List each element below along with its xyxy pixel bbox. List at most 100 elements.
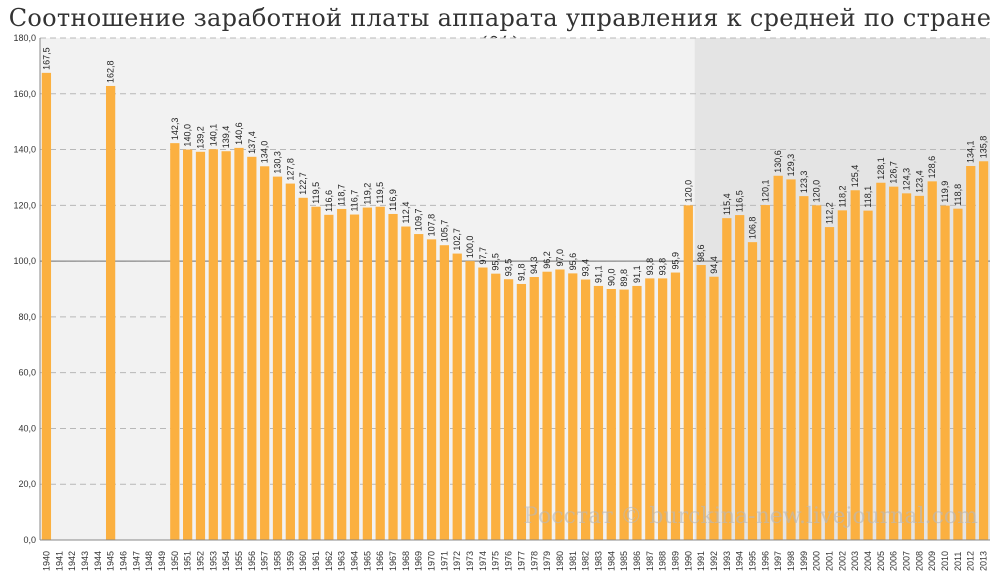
x-tick-label: 1967	[388, 551, 398, 571]
bar-1955	[234, 147, 244, 541]
x-tick-label: 1973	[465, 551, 475, 571]
data-label: 128,6	[927, 156, 937, 179]
data-label: 142,3	[170, 118, 180, 141]
x-tick-label: 2003	[850, 551, 860, 571]
chart-title: Соотношение заработной платы аппарата уп…	[8, 4, 992, 60]
data-label: 128,1	[876, 157, 886, 180]
bar-1975	[491, 273, 501, 540]
x-tick-label: 1960	[298, 551, 308, 571]
x-tick-label: 1989	[670, 551, 680, 571]
bar-2007	[901, 193, 912, 540]
bar-1970	[426, 239, 437, 540]
data-label: 97,7	[478, 247, 488, 265]
bar-1950	[170, 143, 180, 540]
bar-1963	[337, 208, 347, 540]
bar-1991	[696, 265, 706, 540]
x-tick-label: 2001	[825, 551, 835, 571]
x-tick-label: 2008	[914, 551, 924, 571]
y-tick-label: 0,0	[23, 535, 36, 545]
x-tick-label: 1968	[401, 551, 411, 571]
data-label: 120,0	[683, 180, 693, 203]
x-tick-label: 1978	[529, 551, 539, 571]
data-label: 129,3	[786, 154, 796, 177]
x-tick-label: 1963	[337, 551, 347, 571]
x-tick-label: 1980	[555, 551, 565, 571]
data-label: 91,8	[516, 263, 526, 281]
bar-1988	[658, 278, 668, 540]
x-tick-label: 2004	[863, 551, 873, 571]
data-label: 98,6	[696, 244, 706, 262]
data-label: 93,8	[658, 258, 668, 276]
data-label: 112,4	[401, 202, 411, 224]
bar-1989	[670, 272, 681, 540]
x-tick-label: 1982	[581, 551, 591, 571]
bar-1953	[208, 149, 218, 540]
bar-1982	[580, 279, 591, 540]
x-tick-label: 1994	[735, 551, 745, 571]
data-label: 140,6	[234, 122, 244, 145]
y-tick-label: 60,0	[18, 368, 36, 378]
x-tick-label: 1988	[658, 551, 668, 571]
data-label: 116,7	[350, 190, 360, 212]
x-tick-label: 1952	[195, 551, 205, 571]
bar-1951	[183, 149, 193, 541]
x-tick-label: 1951	[183, 551, 193, 571]
x-tick-label: 1948	[144, 551, 154, 571]
x-tick-label: 2009	[927, 551, 937, 571]
data-label: 119,5	[375, 182, 385, 204]
x-tick-label: 1971	[439, 551, 449, 571]
data-label: 91,1	[593, 265, 603, 283]
x-tick-label: 2013	[979, 551, 989, 571]
bar-2006	[889, 186, 899, 541]
bar-1998	[786, 179, 796, 540]
bar-1992	[709, 276, 719, 540]
x-tick-label: 1964	[350, 551, 360, 571]
bar-1954	[221, 151, 231, 540]
bar-1974	[478, 267, 488, 540]
bar-1956	[247, 156, 257, 540]
data-label: 89,8	[619, 269, 629, 287]
bar-1973	[465, 261, 475, 540]
x-tick-label: 1984	[606, 551, 616, 571]
bar-1959	[285, 183, 295, 540]
data-label: 116,6	[324, 190, 334, 212]
data-label: 109,7	[414, 209, 424, 232]
x-tick-label: 2011	[953, 552, 963, 571]
data-label: 119,9	[940, 181, 950, 203]
x-tick-label: 1959	[285, 551, 295, 571]
bar-1993	[722, 218, 732, 540]
data-label: 118,2	[837, 185, 847, 207]
bar-1996	[760, 205, 770, 540]
x-tick-label: 1972	[452, 551, 462, 571]
data-label: 106,8	[748, 217, 758, 240]
data-label: 167,5	[41, 47, 51, 70]
bar-1986	[632, 285, 642, 540]
data-label: 118,1	[863, 186, 873, 208]
bar-1994	[735, 215, 745, 540]
data-label: 93,8	[645, 258, 655, 276]
data-label: 140,0	[183, 124, 193, 147]
data-label: 120,1	[760, 180, 770, 203]
data-label: 116,9	[388, 189, 398, 211]
x-tick-label: 1996	[760, 551, 770, 571]
data-label: 107,8	[427, 214, 437, 237]
x-tick-label: 2000	[812, 551, 822, 571]
data-label: 100,0	[465, 236, 475, 259]
x-tick-label: 1999	[799, 551, 809, 571]
x-tick-label: 1946	[118, 551, 128, 571]
x-tick-label: 1942	[67, 551, 77, 571]
x-tick-label: 1983	[593, 551, 603, 571]
x-tick-label: 1981	[568, 551, 578, 571]
data-label: 95,6	[568, 253, 578, 271]
x-tick-label: 1966	[375, 551, 385, 571]
data-label: 134,0	[260, 141, 270, 164]
bar-2009	[927, 181, 937, 541]
data-label: 126,7	[889, 161, 899, 184]
bar-1997	[773, 175, 783, 540]
x-tick-label: 1945	[106, 551, 116, 571]
bar-1978	[529, 277, 539, 540]
bar-1969	[414, 234, 424, 540]
x-tick-label: 1977	[516, 551, 526, 571]
data-label: 96,2	[542, 251, 552, 269]
x-tick-label: 1990	[683, 551, 693, 571]
